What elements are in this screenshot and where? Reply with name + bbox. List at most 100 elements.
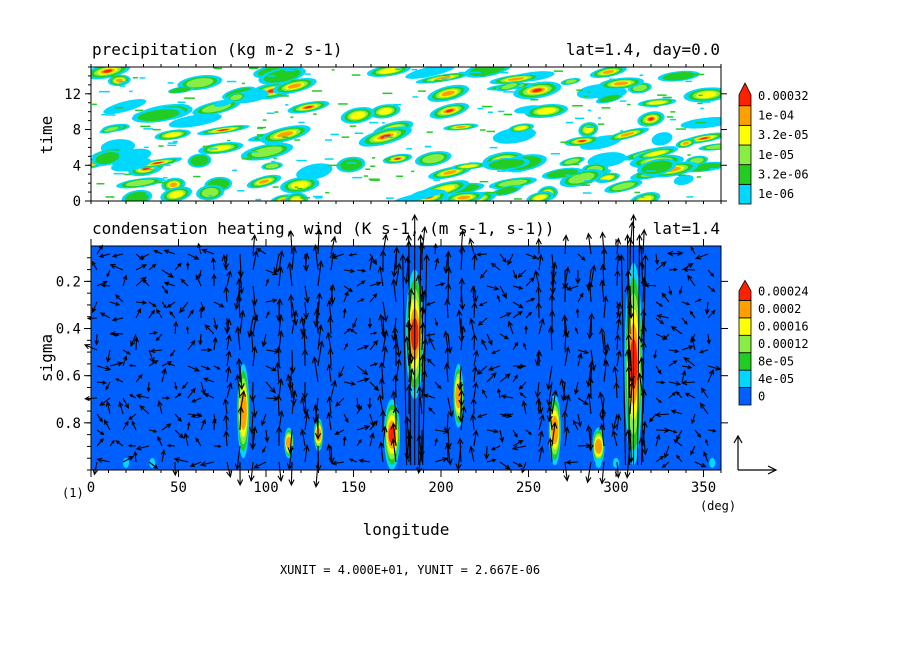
wind-arrow	[331, 460, 345, 466]
precip-speck	[576, 89, 583, 91]
precip-speck	[479, 180, 489, 183]
wind-arrow	[115, 440, 124, 447]
precip-speck	[262, 119, 267, 121]
precip-speck	[313, 113, 317, 115]
wind-arrow	[356, 268, 367, 273]
wind-arrow	[472, 349, 479, 367]
precip-speck	[300, 197, 310, 199]
precip-contour	[296, 163, 333, 181]
wind-arrow	[343, 413, 349, 424]
precip-contour	[152, 161, 163, 165]
precip-blob	[541, 167, 583, 180]
wind-arrow	[585, 424, 593, 447]
wind-arrow	[367, 317, 373, 329]
wind-arrow	[299, 316, 306, 335]
precip-speck	[294, 139, 301, 141]
wind-arrow	[251, 397, 258, 419]
heating-speck	[123, 457, 129, 468]
wind-arrow	[703, 450, 709, 463]
precip-speck	[477, 107, 484, 110]
precip-blob	[287, 100, 330, 114]
precip-blob	[131, 107, 186, 123]
wind-arrow	[512, 341, 519, 351]
precip-blob	[507, 123, 535, 133]
precip-blob	[111, 157, 152, 172]
wind-arrow	[170, 349, 176, 357]
wind-arrow	[262, 445, 267, 454]
wind-arrow	[534, 381, 541, 399]
wind-arrow	[238, 365, 245, 391]
precip-blob	[358, 126, 412, 147]
wind-arrow	[213, 301, 225, 308]
wind-arrow	[130, 333, 137, 348]
wind-arrow	[546, 405, 554, 431]
reference-vector	[733, 434, 778, 475]
precip-speck	[584, 180, 592, 182]
wind-arrow	[157, 400, 163, 415]
wind-arrow	[287, 293, 295, 319]
wind-arrow-strong	[411, 213, 418, 465]
colorbar-label: 4e-05	[758, 372, 794, 386]
wind-arrow	[166, 443, 176, 448]
wind-arrow	[654, 253, 660, 266]
wind-arrow	[668, 429, 678, 434]
wind-arrow-strong	[624, 233, 631, 466]
precip-speck	[470, 71, 481, 74]
wind-arrow	[198, 333, 203, 346]
wind-arrow	[525, 253, 539, 260]
precip-speck	[249, 67, 259, 69]
wind-arrow	[155, 333, 163, 342]
wind-arrow	[577, 397, 589, 405]
wind-arrow	[533, 269, 540, 287]
wind-arrow	[303, 412, 310, 431]
wind-arrow	[481, 338, 488, 351]
wind-arrow	[261, 413, 267, 427]
precip-speck	[169, 91, 175, 94]
precip-speck	[669, 118, 677, 121]
wind-arrow	[390, 438, 397, 463]
precip-speck	[597, 123, 605, 125]
wind-arrow	[369, 362, 379, 367]
wind-arrow-strong	[636, 233, 643, 466]
precip-blob	[99, 125, 124, 134]
wind-arrow	[512, 461, 524, 467]
precip-contour	[213, 99, 234, 107]
wind-arrow	[148, 331, 158, 335]
wind-arrow	[330, 379, 337, 399]
colorbar-label: 0.00016	[758, 320, 809, 334]
colorbar-label: 0.00024	[758, 285, 809, 299]
wind-arrow	[148, 359, 159, 367]
precip-speck	[272, 79, 282, 81]
wind-arrow	[382, 301, 389, 323]
wind-arrow	[302, 301, 310, 320]
precip-speck	[241, 82, 245, 85]
wind-arrow	[91, 301, 98, 314]
wind-arrow	[471, 333, 478, 351]
bottom-xlabel: longitude	[363, 520, 450, 539]
wind-arrow	[239, 309, 246, 335]
wind-arrow	[690, 246, 696, 255]
wind-arrow	[481, 389, 488, 399]
wind-arrow	[538, 317, 545, 335]
wind-arrow-strong	[399, 253, 408, 466]
wind-arrow	[536, 349, 543, 367]
precip-speck	[686, 196, 694, 198]
wind-arrow	[111, 253, 124, 258]
wind-arrow	[670, 409, 683, 415]
wind-arrow	[237, 253, 244, 279]
precip-speck	[489, 146, 498, 149]
wind-arrow	[512, 440, 524, 447]
precip-speck	[687, 154, 691, 156]
top-title-right: lat=1.4, day=0.0	[566, 40, 720, 59]
precip-contour	[379, 134, 391, 139]
wind-arrow	[200, 418, 206, 431]
wind-arrow	[225, 317, 232, 335]
precip-speck	[157, 181, 166, 184]
colorbar-cell	[738, 279, 752, 301]
precip-contour	[137, 109, 180, 122]
precip-speck	[274, 111, 279, 113]
precip-speck	[709, 168, 719, 170]
precip-contour	[441, 90, 455, 97]
wind-arrow	[343, 342, 348, 351]
wind-arrow	[94, 333, 99, 346]
